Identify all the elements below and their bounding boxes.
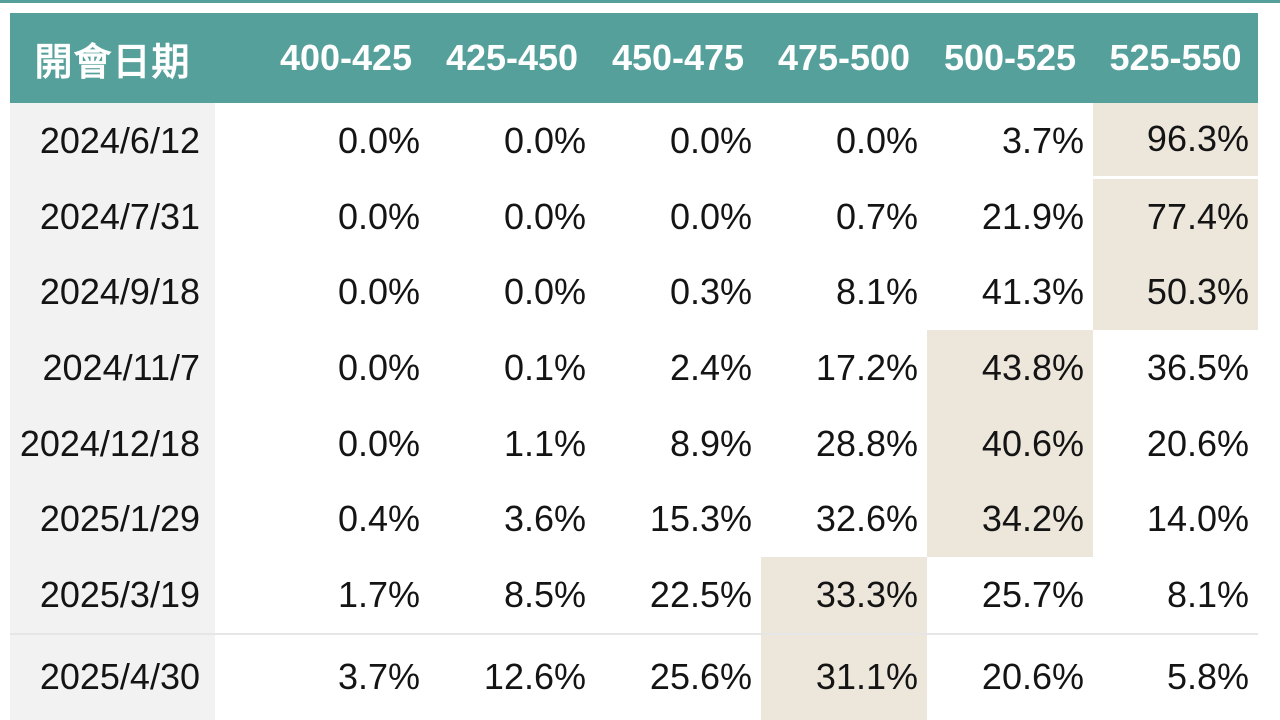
value-cell: 20.6% [1146, 422, 1249, 464]
value-cell: 25.7% [981, 573, 1084, 615]
date-cell: 2025/4/30 [10, 632, 215, 720]
value-cell: 36.5% [1146, 346, 1249, 388]
value-cell: 0.0% [337, 119, 420, 161]
value-cell: 0.0% [337, 346, 420, 388]
value-cell: 2.4% [669, 346, 752, 388]
date-cell: 2024/12/18 [10, 405, 215, 482]
highlighted-value-cell: 31.1% [761, 632, 927, 720]
column-header-range-475-500: 475-500 [761, 13, 927, 103]
row-gutter [215, 481, 263, 557]
value-cell: 0.0% [503, 195, 586, 237]
value-cell: 0.0% [337, 271, 420, 313]
highlighted-value-cell: 43.8% [927, 330, 1093, 406]
value-cell: 8.5% [503, 573, 586, 615]
date-cell: 2025/1/29 [10, 481, 215, 558]
value-cell: 1.1% [503, 422, 586, 464]
date-cell: 2024/9/18 [10, 254, 215, 331]
value-cell: 32.6% [815, 498, 918, 540]
row-gutter [215, 330, 263, 406]
highlighted-value-cell: 34.2% [927, 481, 1093, 558]
value-cell: 21.9% [981, 195, 1084, 237]
value-cell: 25.6% [595, 632, 761, 720]
value-cell: 3.7% [1001, 119, 1084, 161]
value-cell: 8.1% [835, 271, 918, 313]
value-cell: 0.4% [337, 498, 420, 540]
value-cell: 0.0% [337, 422, 420, 464]
value-cell: 12.6% [429, 632, 595, 720]
column-header-range-500-525: 500-525 [927, 13, 1093, 103]
value-cell: 0.0% [503, 119, 586, 161]
value-cell: 8.9% [669, 422, 752, 464]
value-cell: 28.8% [815, 422, 918, 464]
value-cell: 22.5% [649, 573, 752, 615]
row-gutter [215, 406, 263, 482]
column-header-range-400-425: 400-425 [263, 13, 429, 103]
row-gutter [215, 254, 263, 330]
value-cell: 0.0% [337, 195, 420, 237]
column-header-meeting-date: 開會日期 [10, 13, 215, 103]
rate-probability-table: 開會日期 400-425 425-450 450-475 475-500 500-525 5… [10, 13, 1258, 720]
highlighted-value-cell: 40.6% [927, 405, 1093, 482]
value-cell: 5.8% [1093, 632, 1258, 720]
highlighted-value-cell: 33.3% [761, 557, 927, 633]
value-cell: 0.3% [669, 271, 752, 313]
highlighted-value-cell: 50.3% [1093, 254, 1258, 331]
row-gutter [215, 103, 263, 179]
date-cell: 2024/6/12 [10, 103, 215, 179]
value-cell: 14.0% [1146, 498, 1249, 540]
date-cell: 2025/3/19 [10, 557, 215, 633]
column-header-range-525-550: 525-550 [1093, 13, 1258, 103]
value-cell: 0.0% [669, 119, 752, 161]
row-gutter [215, 179, 263, 255]
date-cell: 2024/7/31 [10, 178, 215, 255]
value-cell: 0.0% [503, 271, 586, 313]
value-cell: 3.7% [263, 632, 429, 720]
column-header-range-425-450: 425-450 [429, 13, 595, 103]
value-cell: 0.0% [835, 119, 918, 161]
header-gutter [215, 13, 263, 103]
value-cell: 20.6% [927, 632, 1093, 720]
highlighted-value-cell: 77.4% [1093, 178, 1258, 255]
highlighted-value-cell: 96.3% [1093, 103, 1258, 179]
value-cell: 0.0% [669, 195, 752, 237]
row-gutter [215, 632, 263, 720]
top-accent-line [0, 0, 1280, 3]
column-header-range-450-475: 450-475 [595, 13, 761, 103]
value-cell: 0.1% [503, 346, 586, 388]
row-gutter [215, 557, 263, 633]
value-cell: 15.3% [649, 498, 752, 540]
value-cell: 3.6% [503, 498, 586, 540]
value-cell: 0.7% [835, 195, 918, 237]
value-cell: 1.7% [337, 573, 420, 615]
value-cell: 8.1% [1166, 573, 1249, 615]
value-cell: 17.2% [815, 346, 918, 388]
value-cell: 41.3% [981, 271, 1084, 313]
date-cell: 2024/11/7 [10, 330, 215, 406]
